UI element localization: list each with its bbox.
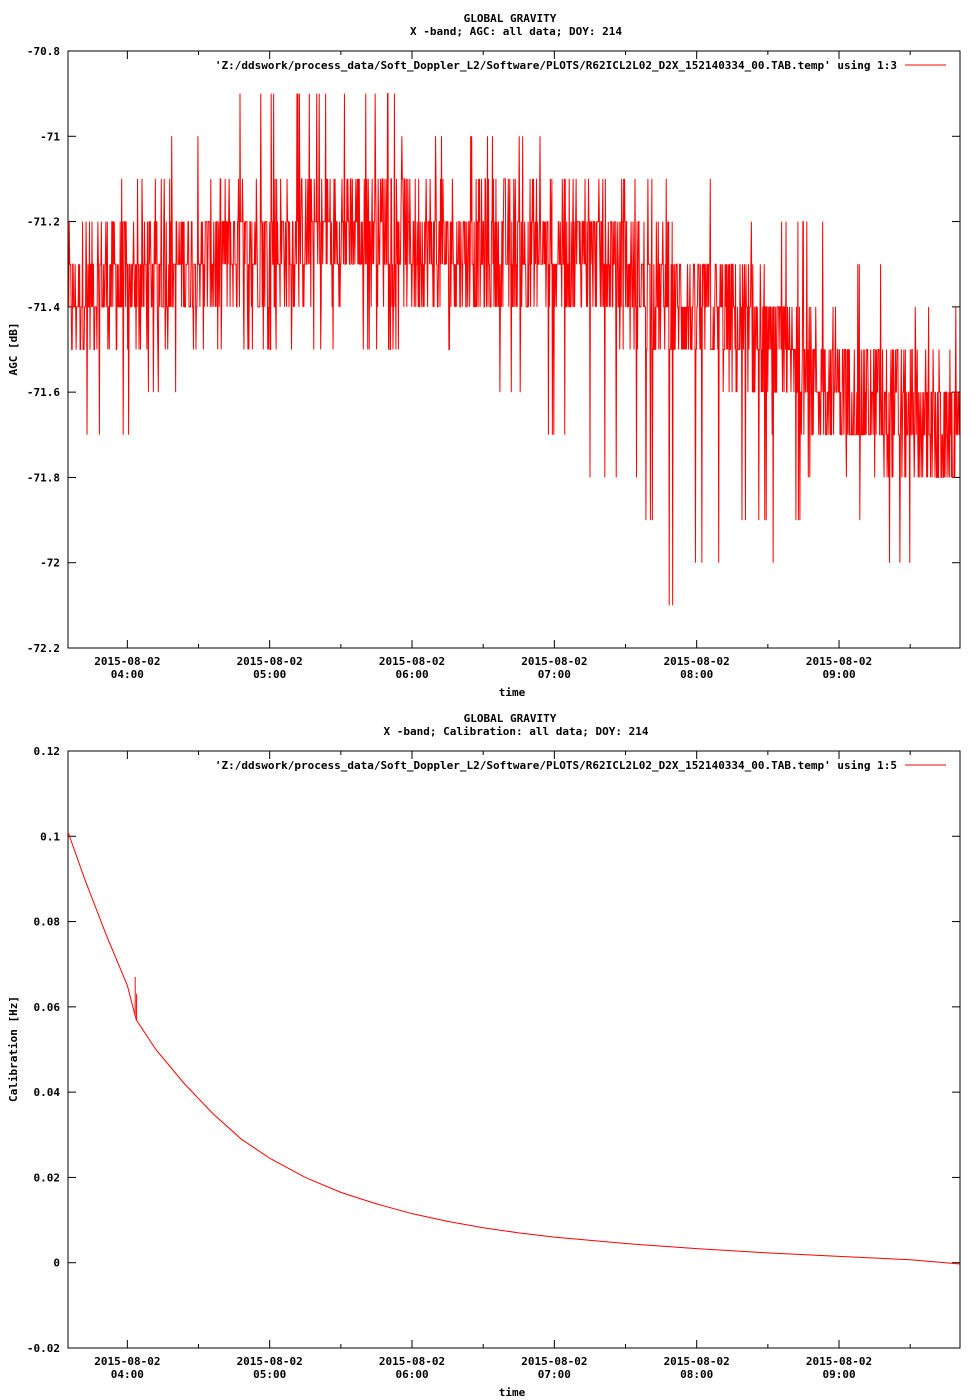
cal-x-tick-time-label: 09:00	[822, 1368, 855, 1381]
agc-y-tick-label: -71.2	[27, 216, 60, 229]
agc-x-tick-date-label: 2015-08-02	[521, 655, 587, 668]
cal-x-tick-time-label: 06:00	[395, 1368, 428, 1381]
agc-x-tick-time-label: 09:00	[822, 668, 855, 681]
agc-x-tick-date-label: 2015-08-02	[379, 655, 445, 668]
agc-y-tick-label: -72.2	[27, 642, 60, 655]
cal-y-tick-label: 0.02	[34, 1171, 61, 1184]
agc-y-axis: -70.8 -71 -71.2 -71.4 -71.6 -71.8 -72 -72.2	[27, 45, 960, 655]
agc-y-tick-label: -71.8	[27, 471, 60, 484]
agc-y-tick-label: -71.6	[27, 386, 60, 399]
agc-legend-label: 'Z:/ddswork/process_data/Soft_Doppler_L2…	[215, 59, 897, 72]
calibration-legend-label: 'Z:/ddswork/process_data/Soft_Doppler_L2…	[215, 759, 897, 772]
cal-y-tick-label: 0	[53, 1257, 60, 1270]
agc-y-tick-label: -71.4	[27, 301, 60, 314]
agc-x-tick-date-label: 2015-08-02	[94, 655, 160, 668]
agc-x-tick-time-label: 06:00	[395, 668, 428, 681]
cal-x-tick-date-label: 2015-08-02	[94, 1355, 160, 1368]
agc-x-tick-date-label: 2015-08-02	[806, 655, 872, 668]
agc-series	[68, 93, 960, 606]
calibration-x-axis: 2015-08-0204:002015-08-0205:002015-08-02…	[94, 751, 911, 1381]
cal-x-tick-date-label: 2015-08-02	[379, 1355, 445, 1368]
cal-y-tick-label: 0.06	[34, 1001, 61, 1014]
calibration-plot-frame	[67, 750, 961, 1349]
agc-x-tick-time-label: 08:00	[680, 668, 713, 681]
agc-plot-frame	[67, 50, 961, 649]
cal-y-tick-label: 0.04	[34, 1086, 61, 1099]
cal-x-tick-time-label: 04:00	[111, 1368, 144, 1381]
calibration-chart-title: GLOBAL GRAVITY	[464, 712, 557, 725]
cal-y-tick-label: 0.08	[34, 916, 61, 929]
calibration-x-axis-label: time	[499, 1386, 526, 1399]
cal-y-tick-label: -0.02	[27, 1342, 60, 1355]
agc-series-line	[68, 93, 960, 606]
agc-chart-subtitle: X -band; AGC: all data; DOY: 214	[410, 25, 622, 38]
cal-x-tick-date-label: 2015-08-02	[664, 1355, 730, 1368]
calibration-series	[67, 831, 961, 1265]
agc-x-tick-time-label: 05:00	[253, 668, 286, 681]
calibration-y-axis: 0.12 0.1 0.08 0.06 0.04 0.02 0 -0.02	[27, 745, 960, 1355]
agc-legend: 'Z:/ddswork/process_data/Soft_Doppler_L2…	[215, 59, 946, 72]
calibration-y-axis-label: Calibration [Hz]	[7, 996, 20, 1102]
cal-x-tick-time-label: 07:00	[538, 1368, 571, 1381]
agc-y-axis-label: AGC [dB]	[7, 323, 20, 376]
agc-y-tick-label: -70.8	[27, 45, 60, 58]
calibration-chart-subtitle: X -band; Calibration: all data; DOY: 214	[384, 725, 649, 738]
agc-chart-panel: GLOBAL GRAVITY X -band; AGC: all data; D…	[7, 12, 961, 699]
cal-x-tick-date-label: 2015-08-02	[806, 1355, 872, 1368]
cal-x-tick-time-label: 05:00	[253, 1368, 286, 1381]
calibration-chart-panel: GLOBAL GRAVITY X -band; Calibration: all…	[7, 712, 961, 1399]
agc-y-tick-label: -72	[40, 557, 60, 570]
cal-x-tick-date-label: 2015-08-02	[521, 1355, 587, 1368]
cal-x-tick-time-label: 08:00	[680, 1368, 713, 1381]
cal-x-tick-date-label: 2015-08-02	[237, 1355, 303, 1368]
agc-x-tick-time-label: 04:00	[111, 668, 144, 681]
agc-x-tick-date-label: 2015-08-02	[664, 655, 730, 668]
agc-chart-title: GLOBAL GRAVITY	[464, 12, 557, 25]
cal-y-tick-label: 0.12	[34, 745, 61, 758]
calibration-legend: 'Z:/ddswork/process_data/Soft_Doppler_L2…	[215, 759, 946, 772]
cal-y-tick-label: 0.1	[40, 830, 60, 843]
agc-x-tick-time-label: 07:00	[538, 668, 571, 681]
agc-x-tick-date-label: 2015-08-02	[237, 655, 303, 668]
agc-x-axis: 2015-08-0204:002015-08-0205:002015-08-02…	[94, 51, 911, 681]
agc-y-tick-label: -71	[40, 130, 60, 143]
agc-x-axis-label: time	[499, 686, 526, 699]
